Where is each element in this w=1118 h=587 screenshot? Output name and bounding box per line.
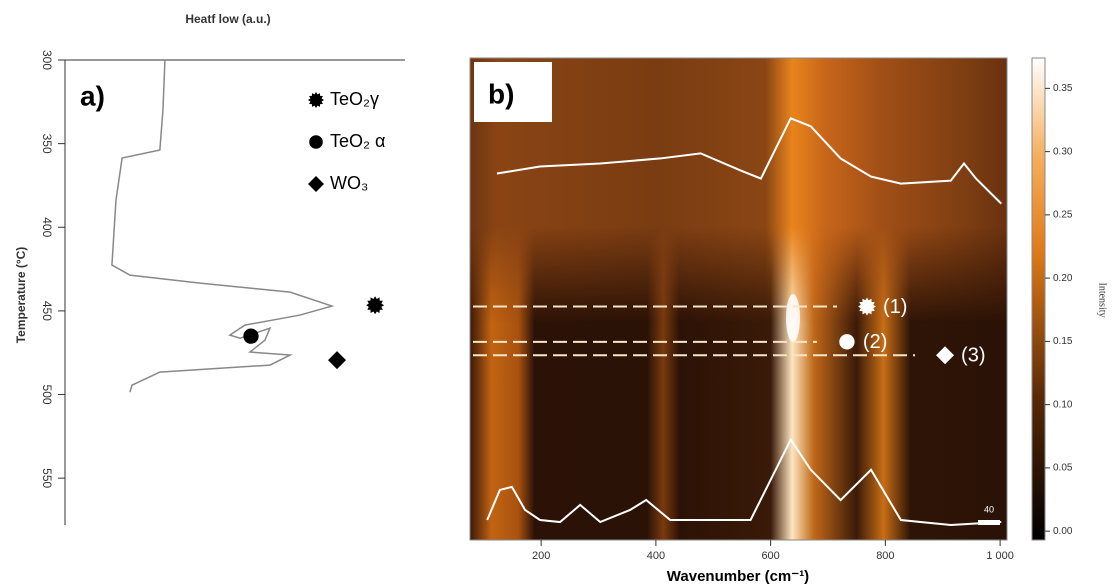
colorbar-label: Intensity bbox=[1097, 283, 1108, 318]
colorbar bbox=[1031, 57, 1046, 541]
y-tick-label: 400 bbox=[40, 217, 54, 237]
colorbar-tick-label: 0.25 bbox=[1053, 210, 1073, 221]
annotation-label: (3) bbox=[961, 345, 985, 367]
y-tick-label: 550 bbox=[40, 468, 54, 488]
legend-marker bbox=[309, 135, 323, 149]
peak-marker bbox=[366, 296, 385, 315]
phase-marker bbox=[936, 346, 955, 365]
panel-label-box bbox=[474, 62, 552, 122]
dsc-curve bbox=[111, 59, 335, 393]
colorbar-tick-label: 0.20 bbox=[1053, 273, 1073, 284]
annotation-label: (2) bbox=[863, 331, 887, 353]
y-tick-label: 300 bbox=[40, 50, 54, 70]
raman-spectrum bbox=[486, 437, 1002, 527]
plot-frame bbox=[469, 57, 1008, 541]
phase-marker bbox=[858, 297, 877, 316]
colorbar-tick-label: 0.15 bbox=[1053, 336, 1073, 347]
legend-marker bbox=[308, 92, 324, 108]
legend-label: TeO₂ α bbox=[330, 131, 385, 151]
colorbar-tick-label: 0.35 bbox=[1053, 83, 1073, 94]
y-tick-label: 500 bbox=[40, 385, 54, 405]
x-axis-label: Heatf low (a.u.) bbox=[185, 12, 270, 26]
x-tick-label: 800 bbox=[876, 550, 894, 562]
panel-label: b) bbox=[488, 78, 514, 109]
colorbar-tick-label: 0.05 bbox=[1053, 463, 1073, 474]
y-axis-label: Temperature (°C) bbox=[14, 247, 28, 344]
colorbar-tick-label: 0.10 bbox=[1053, 399, 1073, 410]
x-tick-label: 1 000 bbox=[986, 550, 1014, 562]
phase-marker bbox=[839, 334, 855, 350]
scale-bar bbox=[978, 520, 1000, 525]
y-tick-label: 450 bbox=[40, 301, 54, 321]
x-axis-label: Wavenumber (cm⁻¹) bbox=[667, 568, 809, 585]
raman-spectrum bbox=[496, 117, 1002, 205]
x-tick-label: 200 bbox=[532, 550, 550, 562]
x-tick-label: 600 bbox=[761, 550, 779, 562]
peak-marker bbox=[328, 351, 346, 370]
annotation-label: (1) bbox=[883, 296, 907, 318]
colorbar-tick-label: 0.30 bbox=[1053, 146, 1073, 157]
legend-label: TeO₂γ bbox=[330, 89, 379, 109]
scale-bar-label: 40 bbox=[984, 504, 994, 514]
x-tick-label: 400 bbox=[647, 550, 665, 562]
legend-label: WO₃ bbox=[330, 173, 368, 193]
y-tick-label: 350 bbox=[40, 134, 54, 154]
panel-label: a) bbox=[80, 80, 105, 111]
peak-marker bbox=[243, 328, 259, 344]
heatmap-hotspot bbox=[786, 294, 800, 342]
colorbar-tick-label: 0.00 bbox=[1053, 526, 1073, 537]
legend-marker bbox=[308, 176, 324, 192]
heatmap-background bbox=[470, 58, 1007, 540]
